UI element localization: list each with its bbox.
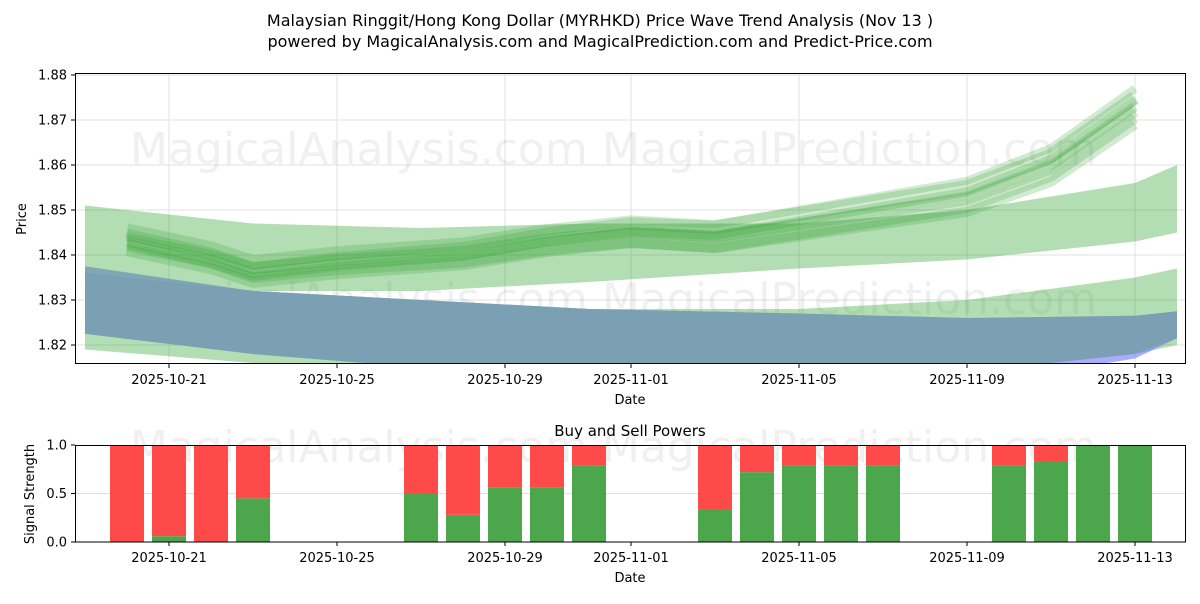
x-tick-label: 2025-10-29 (467, 373, 543, 388)
sell-bar (992, 445, 1026, 466)
main-y-axis: 1.82 1.83 1.84 1.85 1.86 1.87 1.88 (38, 69, 75, 354)
watermark-text: MagicalPrediction.com (602, 124, 1097, 175)
sell-bar (194, 445, 228, 542)
buy-bar (782, 465, 816, 542)
x-tick-label: 2025-10-25 (299, 551, 375, 566)
sell-bar (152, 445, 186, 537)
main-y-axis-label: Price (15, 203, 30, 235)
y-tick-label: 1.0 (46, 439, 67, 454)
sell-bar (1034, 445, 1068, 462)
x-tick-label: 2025-11-01 (593, 373, 669, 388)
sell-bar (698, 445, 732, 510)
signal-x-axis: 2025-10-21 2025-10-25 2025-10-29 2025-11-01… (131, 542, 1173, 566)
x-tick-label: 2025-11-09 (929, 373, 1005, 388)
buy-bar (446, 514, 480, 542)
wave-strand (126, 85, 1138, 271)
y-tick-label: 1.86 (38, 159, 67, 174)
sell-bar (866, 445, 900, 466)
buy-bar (236, 498, 270, 542)
wave-strand (125, 106, 1139, 275)
wave-strand (125, 113, 1139, 288)
y-tick-label: 1.87 (38, 114, 67, 129)
chart-title-line2: powered by MagicalAnalysis.com and Magic… (267, 32, 932, 51)
buy-bar (740, 472, 774, 542)
signal-chart-title: Buy and Sell Powers (554, 422, 706, 440)
buy-bar (824, 465, 858, 542)
x-tick-label: 2025-10-21 (131, 373, 207, 388)
x-tick-label: 2025-11-05 (761, 373, 837, 388)
y-tick-label: 0.5 (46, 487, 67, 502)
buy-bar (1076, 445, 1110, 542)
buy-bar (866, 465, 900, 542)
wave-strand (125, 120, 1138, 283)
buy-bar (698, 509, 732, 542)
x-tick-label: 2025-10-21 (131, 551, 207, 566)
wave-strand (125, 91, 1139, 270)
sell-bar (404, 445, 438, 494)
x-tick-label: 2025-11-01 (593, 551, 669, 566)
main-grid (76, 74, 1185, 363)
x-tick-label: 2025-11-13 (1097, 551, 1173, 566)
sell-bar (572, 445, 606, 466)
buy-bar (404, 493, 438, 542)
y-tick-label: 1.85 (38, 204, 67, 219)
main-axes-frame (75, 73, 1186, 364)
watermark-text: MagicalAnalysis.com (130, 124, 588, 175)
buy-bar (992, 465, 1026, 542)
buy-bar (488, 487, 522, 542)
main-x-axis: 2025-10-21 2025-10-25 2025-10-29 2025-11-01… (131, 364, 1173, 388)
y-tick-label: 0.0 (46, 536, 67, 551)
sell-bar (530, 445, 564, 488)
buy-bar (1118, 445, 1152, 542)
buy-bar (530, 487, 564, 542)
signal-bars (110, 445, 1152, 542)
y-tick-label: 1.83 (38, 294, 67, 309)
y-tick-label: 1.82 (38, 339, 67, 354)
upper-green-band (85, 165, 1177, 291)
wave-strand (125, 102, 1138, 279)
sell-bar (740, 445, 774, 473)
signal-x-axis-label: Date (614, 571, 645, 586)
blue-green-overlap-band (85, 273, 1177, 363)
sell-bar (236, 445, 270, 499)
main-plot-area (85, 85, 1177, 363)
x-tick-label: 2025-11-05 (761, 551, 837, 566)
buy-bar (1034, 461, 1068, 542)
sell-bar (782, 445, 816, 466)
sell-bar (488, 445, 522, 488)
sell-bar (446, 445, 480, 515)
sell-bar (110, 445, 144, 542)
buy-bar (572, 465, 606, 542)
y-tick-label: 1.88 (38, 69, 67, 84)
y-tick-label: 1.84 (38, 249, 67, 264)
x-tick-label: 2025-10-25 (299, 373, 375, 388)
wave-strand (126, 96, 1138, 281)
x-tick-label: 2025-11-09 (929, 551, 1005, 566)
buy-bar (152, 536, 186, 542)
sell-bar (824, 445, 858, 466)
x-tick-label: 2025-11-13 (1097, 373, 1173, 388)
main-x-axis-label: Date (614, 393, 645, 408)
chart-title-line1: Malaysian Ringgit/Hong Kong Dollar (MYRH… (267, 11, 933, 30)
signal-y-axis-label: Signal Strength (23, 444, 38, 544)
x-tick-label: 2025-10-29 (467, 551, 543, 566)
signal-y-axis: 0.0 0.5 1.0 (46, 439, 75, 551)
